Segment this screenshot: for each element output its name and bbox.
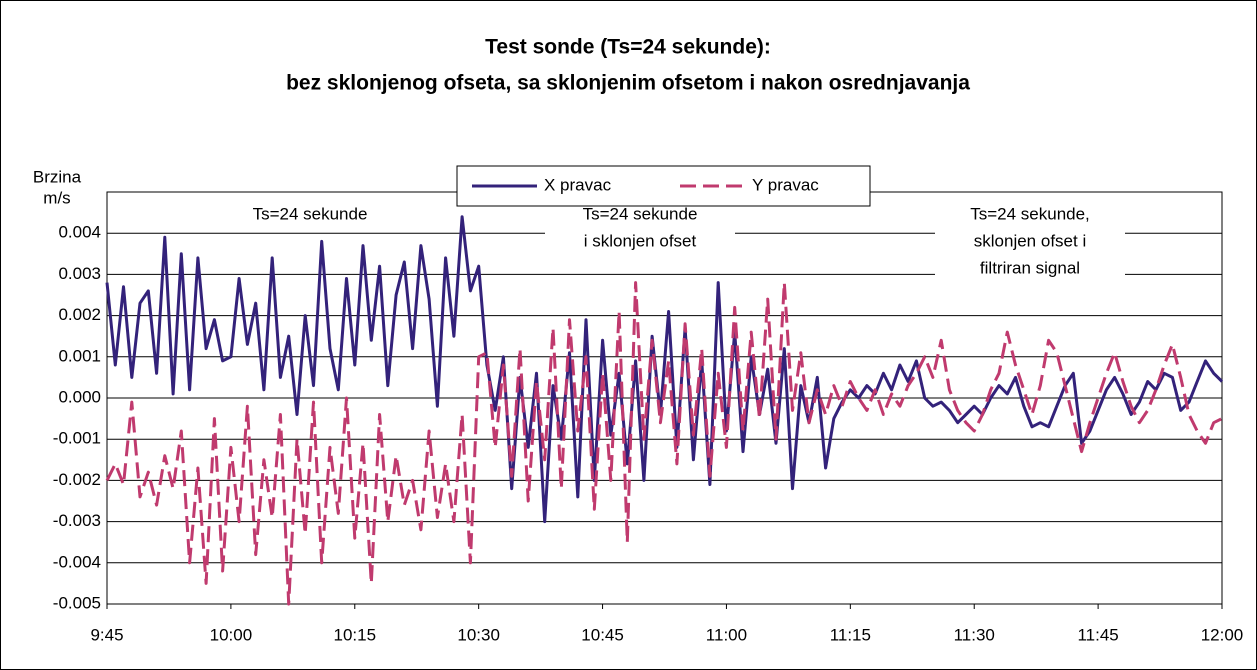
- legend-label: Y pravac: [752, 175, 819, 194]
- annotation: Ts=24 sekunde,: [970, 204, 1090, 223]
- legend-label: X pravac: [544, 175, 612, 194]
- annotation: sklonjen ofset i: [974, 231, 1086, 250]
- x-tick-label: 10:30: [457, 625, 500, 644]
- x-tick-label: 10:15: [334, 625, 377, 644]
- y-axis-label: m/s: [43, 188, 70, 207]
- x-tick-label: 11:00: [706, 625, 747, 644]
- chart-title: Test sonde (Ts=24 sekunde):: [485, 36, 771, 59]
- y-tick-label: 0.001: [58, 346, 101, 365]
- series-line: [105, 215, 1224, 524]
- x-tick-label: 11:30: [954, 625, 995, 644]
- x-tick-label: 11:45: [1077, 625, 1118, 644]
- annotation-bg: [545, 202, 735, 256]
- y-tick-label: 0.004: [58, 223, 101, 242]
- y-tick-label: -0.001: [53, 429, 101, 448]
- x-tick-label: 10:00: [210, 625, 253, 644]
- chart-title: bez sklonjenog ofseta, sa sklonjenim ofs…: [286, 72, 970, 95]
- y-tick-label: 0.000: [58, 387, 101, 406]
- annotation: i sklonjen ofset: [584, 231, 697, 250]
- y-tick-label: -0.005: [53, 593, 101, 612]
- annotation: filtriran signal: [980, 258, 1080, 277]
- y-tick-label: -0.002: [53, 470, 101, 489]
- x-tick-label: 12:00: [1201, 625, 1244, 644]
- y-tick-label: -0.004: [53, 552, 101, 571]
- annotation-bg: [935, 202, 1125, 283]
- x-tick-label: 11:15: [830, 625, 871, 644]
- y-tick-label: 0.003: [58, 264, 101, 283]
- y-tick-label: -0.003: [53, 511, 101, 530]
- y-tick-label: 0.002: [58, 305, 101, 324]
- x-tick-label: 9:45: [90, 625, 123, 644]
- x-tick-label: 10:45: [581, 625, 624, 644]
- y-axis-label: Brzina: [33, 167, 82, 186]
- series-line: [105, 281, 1223, 606]
- annotation: Ts=24 sekunde: [583, 204, 698, 223]
- annotation: Ts=24 sekunde: [253, 204, 368, 223]
- annotation-bg: [220, 202, 400, 229]
